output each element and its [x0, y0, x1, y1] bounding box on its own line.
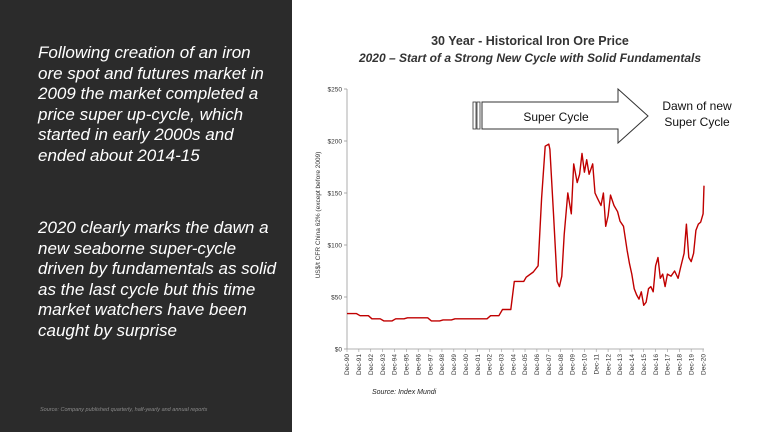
x-tick-label: Dec-94 — [392, 354, 399, 375]
x-tick-label: Dec-06 — [534, 354, 541, 375]
x-tick-label: Dec-18 — [677, 354, 684, 375]
iron-ore-price-chart: $0 $50 $100 $150 $200 $250 Dec-90 Dec-91 Dec-92… — [315, 87, 732, 375]
y-tick-label: $250 — [328, 87, 343, 94]
y-tick-labels: $0 $50 $100 $150 $200 $250 — [328, 87, 347, 354]
chart-source: Source: Index Mundi — [372, 389, 437, 396]
chart-subtitle: 2020 – Start of a Strong New Cycle with … — [358, 51, 702, 65]
x-tick-label: Dec-09 — [570, 354, 577, 375]
x-tick-label: Dec-07 — [546, 354, 553, 375]
x-tick-label: Dec-90 — [344, 354, 351, 375]
dawn-label: Dawn of new Super Cycle — [662, 99, 732, 129]
y-tick-label: $100 — [328, 243, 343, 250]
y-tick-label: $150 — [328, 191, 343, 198]
x-tick-label: Dec-98 — [439, 354, 446, 375]
x-tick-label: Dec-03 — [498, 354, 505, 375]
left-panel: Following creation of an iron ore spot a… — [0, 0, 292, 432]
x-tick-label: Dec-16 — [653, 354, 660, 375]
x-tick-labels: Dec-90 Dec-91 Dec-92 Dec-93 Dec-94 Dec-95 Dec-… — [344, 349, 707, 375]
x-tick-label: Dec-05 — [522, 354, 529, 375]
y-tick-label: $50 — [331, 295, 342, 302]
y-axis-label: US$/t CFR China 62% (except before 2009) — [315, 152, 322, 279]
chart-title: 30 Year - Historical Iron Ore Price — [431, 34, 629, 48]
x-tick-label: Dec-14 — [629, 354, 636, 375]
x-tick-label: Dec-91 — [356, 354, 363, 375]
x-tick-label: Dec-04 — [510, 354, 517, 375]
x-tick-label: Dec-00 — [463, 354, 470, 375]
x-tick-label: Dec-96 — [415, 354, 422, 375]
x-tick-label: Dec-99 — [451, 354, 458, 375]
x-tick-label: Dec-92 — [368, 354, 375, 375]
x-tick-label: Dec-19 — [688, 354, 695, 375]
footnote: Source: Company published quarterly, hal… — [40, 407, 208, 413]
x-tick-label: Dec-95 — [404, 354, 411, 375]
x-tick-label: Dec-13 — [617, 354, 624, 375]
outlook-paragraph: 2020 clearly marks the dawn a new seabor… — [38, 218, 277, 340]
x-tick-label: Dec-02 — [487, 354, 494, 375]
x-tick-label: Dec-93 — [380, 354, 387, 375]
x-tick-label: Dec-17 — [665, 354, 672, 375]
intro-paragraph: Following creation of an iron ore spot a… — [38, 43, 264, 165]
x-tick-label: Dec-11 — [593, 354, 600, 375]
super-cycle-label: Super Cycle — [523, 110, 589, 124]
x-tick-label: Dec-08 — [558, 354, 565, 375]
y-tick-label: $200 — [328, 139, 343, 146]
chart-panel: 30 Year - Historical Iron Ore Price 2020… — [292, 0, 768, 432]
x-tick-label: Dec-15 — [641, 354, 648, 375]
price-series-line — [347, 143, 705, 322]
x-tick-label: Dec-12 — [605, 354, 612, 375]
x-tick-label: Dec-20 — [700, 354, 707, 375]
x-tick-label: Dec-97 — [427, 354, 434, 375]
y-tick-label: $0 — [335, 347, 343, 354]
super-cycle-arrow: Super Cycle — [472, 87, 649, 145]
x-tick-label: Dec-01 — [475, 354, 482, 375]
x-tick-label: Dec-10 — [582, 354, 589, 375]
